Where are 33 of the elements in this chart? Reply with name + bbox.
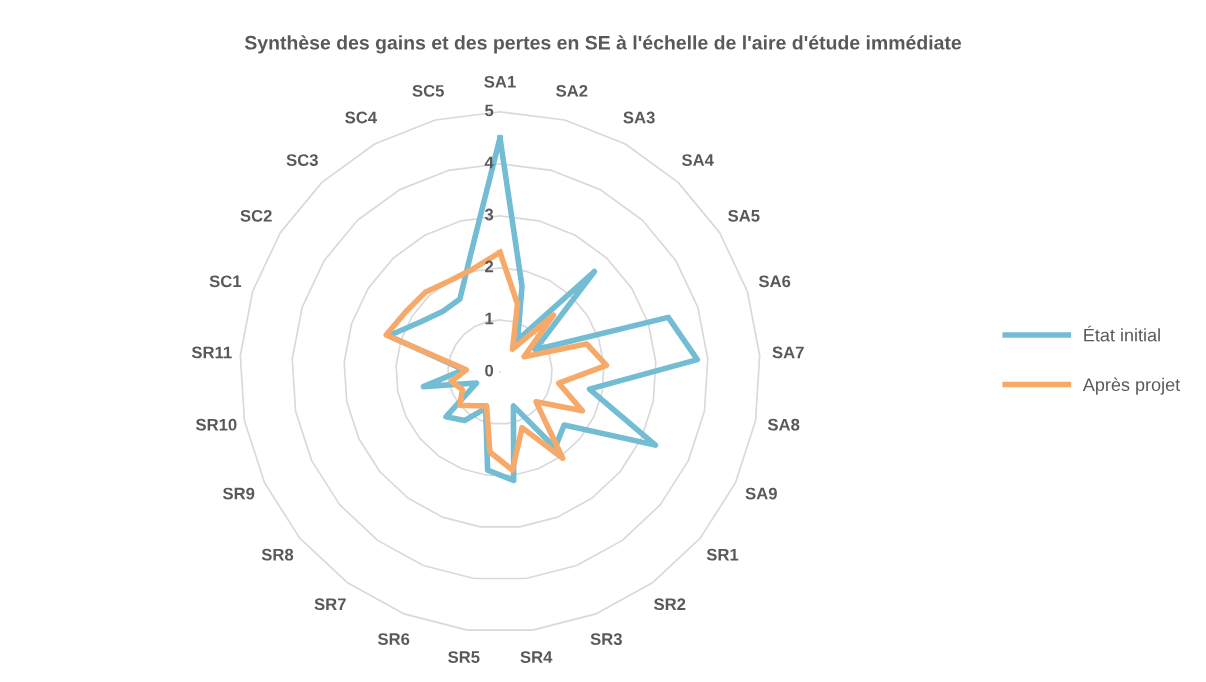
spoke-label: SR2 (654, 598, 686, 611)
spoke-label: SA9 (745, 487, 777, 500)
spoke-label: SR6 (377, 633, 410, 645)
spoke-label: SA6 (758, 275, 791, 288)
spoke-label: SC5 (412, 84, 444, 97)
y-tick-label: 5 (485, 104, 494, 117)
spoke-label: SC1 (209, 275, 242, 288)
legend-label: Après projet (1082, 377, 1181, 395)
spoke-label: SA3 (623, 111, 655, 124)
spoke-label: SR1 (706, 548, 739, 561)
spoke-label: SA2 (556, 84, 588, 97)
y-tick-label: 0 (485, 364, 494, 377)
spoke-label: SR7 (314, 598, 346, 611)
legend-label: État initial (1084, 325, 1160, 342)
spoke-label: SR10 (195, 418, 237, 431)
spoke-label: SR5 (448, 651, 480, 663)
spoke-label: SC3 (286, 154, 318, 166)
spoke-label: SR4 (520, 651, 553, 663)
spoke-label: SR11 (191, 346, 232, 359)
spoke-label: SR9 (222, 487, 255, 500)
spoke-label: SC4 (345, 111, 377, 124)
y-tick-label: 2 (485, 260, 494, 273)
spoke-label: SR8 (261, 548, 294, 561)
spoke-label: SC2 (240, 209, 272, 222)
spoke-label: SR3 (590, 633, 622, 646)
spoke-label: SA1 (484, 75, 516, 88)
chart-title: Synthèse des gains et des pertes en SE à l'échelle de l'aire d'étude immédiate (244, 35, 962, 54)
y-tick-label: 3 (484, 208, 494, 221)
spoke-label: SA4 (681, 154, 714, 166)
spoke-label: SA8 (767, 418, 800, 431)
spoke-label: SA5 (728, 209, 760, 222)
y-tick-label: 1 (485, 312, 494, 325)
spoke-label: SA7 (772, 346, 804, 359)
